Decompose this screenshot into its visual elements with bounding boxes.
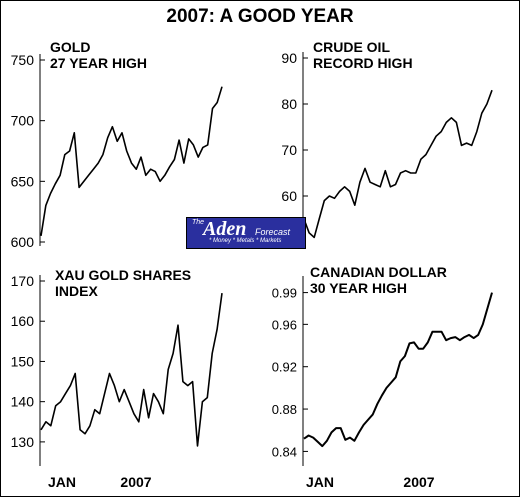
aden-forecast-logo: The Aden Forecast * Money * Metals * Mar… <box>186 217 306 249</box>
y-tick-label: 60 <box>281 188 297 204</box>
y-tick-label: 750 <box>11 52 35 68</box>
y-tick-label: 600 <box>11 234 35 250</box>
y-tick-label: 90 <box>281 50 297 66</box>
panel-title-crude-oil-line-2: RECORD HIGH <box>313 55 413 71</box>
main-title: 2007: A GOOD YEAR <box>166 6 354 27</box>
logo-tagline: * Money * Metals * Markets <box>209 238 282 244</box>
panel-title-cad-line-2: 30 YEAR HIGH <box>310 280 407 296</box>
y-tick-label: 0.92 <box>272 360 297 375</box>
y-tick-label: 650 <box>11 173 35 189</box>
series-line-gold <box>40 86 223 237</box>
panel-title-gold-line-2: 27 YEAR HIGH <box>50 55 147 71</box>
series-line-crude-oil <box>303 89 493 239</box>
panel-title-crude-oil-line-1: CRUDE OIL <box>313 39 390 55</box>
panel-title-cad-line-1: CANADIAN DOLLAR <box>310 264 447 280</box>
x-tick-label: JAN <box>306 474 334 490</box>
series-line-cad <box>303 292 493 448</box>
y-tick-label: 700 <box>11 113 35 129</box>
panel-title-xau-line-1: XAU GOLD SHARES <box>55 267 191 283</box>
logo-name: Aden <box>203 218 247 240</box>
series-line-xau <box>40 292 223 447</box>
y-tick-label: 130 <box>11 434 35 450</box>
y-tick-label: 0.84 <box>272 444 297 459</box>
y-tick-label: 170 <box>11 273 35 289</box>
y-tick-label: 160 <box>11 313 35 329</box>
logo-suffix: Forecast <box>255 227 291 237</box>
panel-title-gold-line-1: GOLD <box>50 39 90 55</box>
x-tick-label: 2007 <box>120 474 151 490</box>
x-tick-label: 2007 <box>403 474 434 490</box>
y-tick-label: 0.88 <box>272 402 297 417</box>
logo-the: The <box>192 219 205 226</box>
x-tick-label: JAN <box>48 474 76 490</box>
y-tick-label: 70 <box>281 142 297 158</box>
y-tick-label: 140 <box>11 394 35 410</box>
y-tick-label: 150 <box>11 353 35 369</box>
y-tick-label: 0.99 <box>272 286 297 301</box>
y-tick-label: 80 <box>281 96 297 112</box>
panel-title-xau-line-2: INDEX <box>55 283 98 299</box>
y-tick-label: 0.96 <box>272 317 297 332</box>
